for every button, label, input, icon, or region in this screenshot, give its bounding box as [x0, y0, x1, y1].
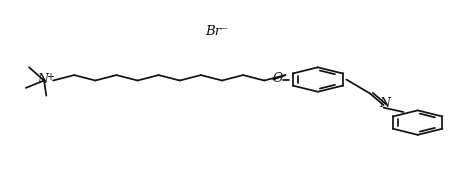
Text: +: + — [46, 72, 54, 82]
Text: N: N — [38, 73, 49, 87]
Text: O: O — [273, 72, 283, 85]
Text: N: N — [380, 97, 390, 110]
Text: Br⁻: Br⁻ — [206, 24, 228, 38]
